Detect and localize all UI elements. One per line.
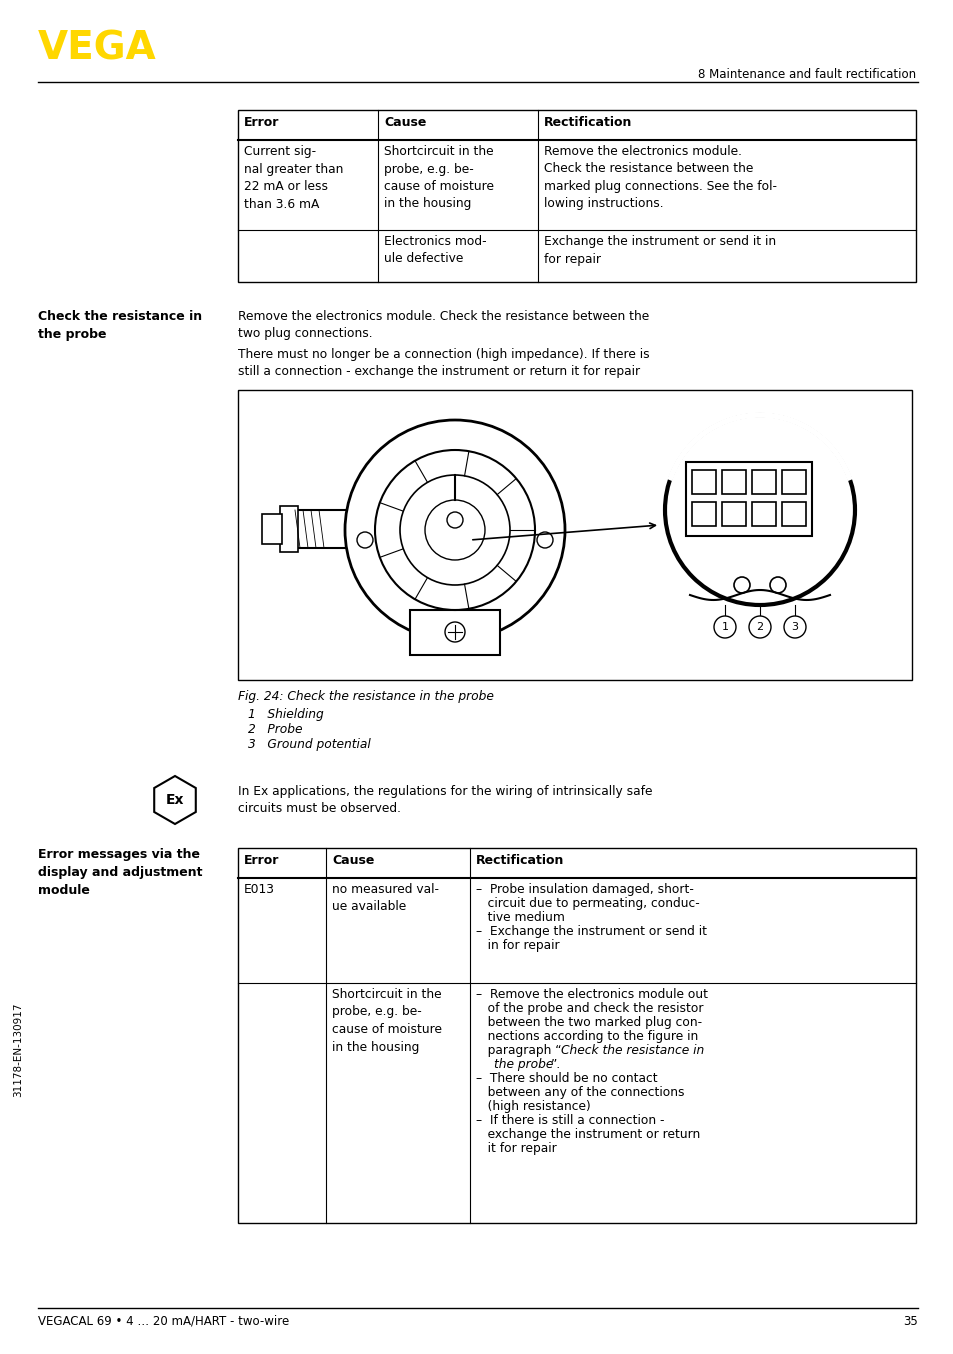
Circle shape bbox=[537, 532, 553, 548]
Text: the probe: the probe bbox=[494, 1057, 553, 1071]
Bar bbox=[751, 470, 775, 494]
Text: –  Remove the electronics module out: – Remove the electronics module out bbox=[476, 988, 707, 1001]
Text: of the probe and check the resistor: of the probe and check the resistor bbox=[476, 1002, 702, 1016]
Text: Check the resistance in
the probe: Check the resistance in the probe bbox=[38, 310, 202, 341]
Circle shape bbox=[713, 616, 735, 638]
Text: 2   Probe: 2 Probe bbox=[248, 723, 302, 737]
Text: 3   Ground potential: 3 Ground potential bbox=[248, 738, 371, 751]
Text: nections according to the figure in: nections according to the figure in bbox=[476, 1030, 698, 1043]
Bar bbox=[237, 110, 915, 282]
Text: 2: 2 bbox=[756, 621, 762, 632]
Text: (high resistance): (high resistance) bbox=[476, 1099, 590, 1113]
Circle shape bbox=[783, 616, 805, 638]
Bar bbox=[237, 848, 915, 1223]
Text: –  Exchange the instrument or send it: – Exchange the instrument or send it bbox=[476, 925, 706, 938]
Text: Remove the electronics module.
Check the resistance between the
marked plug conn: Remove the electronics module. Check the… bbox=[543, 145, 776, 210]
Text: Error: Error bbox=[244, 854, 279, 867]
Text: Shortcircuit in the
probe, e.g. be-
cause of moisture
in the housing: Shortcircuit in the probe, e.g. be- caus… bbox=[384, 145, 494, 210]
Circle shape bbox=[356, 532, 373, 548]
Text: Electronics mod-
ule defective: Electronics mod- ule defective bbox=[384, 236, 486, 265]
Text: between the two marked plug con-: between the two marked plug con- bbox=[476, 1016, 701, 1029]
Circle shape bbox=[769, 577, 785, 593]
Bar bbox=[691, 502, 716, 525]
Text: –  Probe insulation damaged, short-: – Probe insulation damaged, short- bbox=[476, 883, 693, 896]
Text: ”.: ”. bbox=[551, 1057, 560, 1071]
Bar bbox=[691, 470, 716, 494]
Bar bbox=[685, 462, 811, 536]
Bar bbox=[280, 506, 297, 552]
Text: tive medium: tive medium bbox=[476, 911, 564, 923]
Bar bbox=[410, 611, 499, 655]
Text: –  There should be no contact: – There should be no contact bbox=[476, 1072, 657, 1085]
Circle shape bbox=[733, 577, 749, 593]
Text: Exchange the instrument or send it in
for repair: Exchange the instrument or send it in fo… bbox=[543, 236, 776, 265]
Circle shape bbox=[664, 414, 854, 605]
Text: Cause: Cause bbox=[384, 116, 426, 129]
Text: Fig. 24: Check the resistance in the probe: Fig. 24: Check the resistance in the pro… bbox=[237, 691, 494, 703]
Text: 31178-EN-130917: 31178-EN-130917 bbox=[13, 1003, 23, 1097]
Text: VEGACAL 69 • 4 … 20 mA/HART - two-wire: VEGACAL 69 • 4 … 20 mA/HART - two-wire bbox=[38, 1315, 289, 1328]
Text: 3: 3 bbox=[791, 621, 798, 632]
Circle shape bbox=[424, 500, 484, 561]
Circle shape bbox=[444, 621, 464, 642]
Text: There must no longer be a connection (high impedance). If there is
still a conne: There must no longer be a connection (hi… bbox=[237, 348, 649, 379]
Text: VEGA: VEGA bbox=[38, 30, 156, 68]
Text: Shortcircuit in the
probe, e.g. be-
cause of moisture
in the housing: Shortcircuit in the probe, e.g. be- caus… bbox=[332, 988, 441, 1053]
Text: circuit due to permeating, conduc-: circuit due to permeating, conduc- bbox=[476, 896, 699, 910]
Text: it for repair: it for repair bbox=[476, 1141, 557, 1155]
Text: E013: E013 bbox=[244, 883, 274, 896]
Text: Error: Error bbox=[244, 116, 279, 129]
Bar bbox=[781, 470, 805, 494]
Bar bbox=[721, 502, 745, 525]
Text: 1: 1 bbox=[720, 621, 728, 632]
Text: In Ex applications, the regulations for the wiring of intrinsically safe
circuit: In Ex applications, the regulations for … bbox=[237, 785, 652, 815]
Bar bbox=[237, 390, 911, 680]
Text: Cause: Cause bbox=[332, 854, 374, 867]
Bar bbox=[781, 502, 805, 525]
Text: –  If there is still a connection -: – If there is still a connection - bbox=[476, 1114, 664, 1127]
Text: no measured val-
ue available: no measured val- ue available bbox=[332, 883, 438, 914]
Bar bbox=[721, 470, 745, 494]
Polygon shape bbox=[154, 776, 195, 825]
Text: Error messages via the
display and adjustment
module: Error messages via the display and adjus… bbox=[38, 848, 202, 896]
Circle shape bbox=[399, 475, 510, 585]
Text: between any of the connections: between any of the connections bbox=[476, 1086, 684, 1099]
Bar bbox=[262, 515, 282, 544]
Text: Check the resistance in: Check the resistance in bbox=[560, 1044, 703, 1057]
Bar bbox=[294, 510, 350, 548]
Text: in for repair: in for repair bbox=[476, 940, 559, 952]
Text: paragraph “: paragraph “ bbox=[476, 1044, 561, 1057]
Circle shape bbox=[375, 450, 535, 611]
Circle shape bbox=[345, 420, 564, 640]
Text: Ex: Ex bbox=[166, 793, 184, 807]
Text: Rectification: Rectification bbox=[543, 116, 632, 129]
Text: 8 Maintenance and fault rectification: 8 Maintenance and fault rectification bbox=[698, 68, 915, 81]
Text: 1   Shielding: 1 Shielding bbox=[248, 708, 323, 720]
Text: Rectification: Rectification bbox=[476, 854, 564, 867]
Bar bbox=[751, 502, 775, 525]
Text: exchange the instrument or return: exchange the instrument or return bbox=[476, 1128, 700, 1141]
Circle shape bbox=[748, 616, 770, 638]
Circle shape bbox=[447, 512, 462, 528]
Text: 35: 35 bbox=[902, 1315, 917, 1328]
Text: Current sig-
nal greater than
22 mA or less
than 3.6 mA: Current sig- nal greater than 22 mA or l… bbox=[244, 145, 343, 210]
Text: Remove the electronics module. Check the resistance between the
two plug connect: Remove the electronics module. Check the… bbox=[237, 310, 649, 340]
